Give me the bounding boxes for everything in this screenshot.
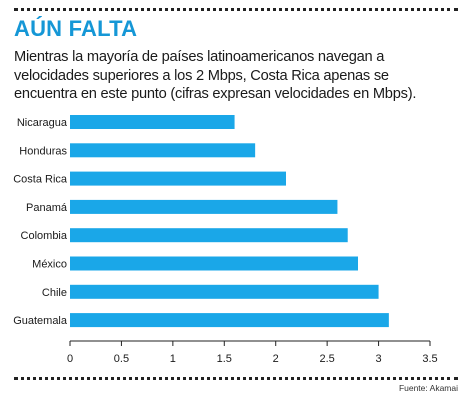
category-label-colombia: Colombia <box>21 230 68 242</box>
category-label-panama: Panamá <box>26 202 68 214</box>
bottom-dotted-divider <box>14 377 458 380</box>
x-tick-label: 2 <box>273 353 279 365</box>
x-tick-label: 1.5 <box>217 353 232 365</box>
x-tick-label: 1 <box>170 353 176 365</box>
chart-subtitle: Mientras la mayoría de países latinoamer… <box>14 48 417 102</box>
x-tick-label: 3 <box>376 353 382 365</box>
category-label-costa-rica: Costa Rica <box>13 174 68 186</box>
category-label-nicaragua: Nicaragua <box>17 117 68 129</box>
bar-colombia <box>70 228 348 243</box>
bar-costa-rica <box>70 171 286 186</box>
bar-mexico <box>70 256 358 271</box>
bar-chile <box>70 284 379 299</box>
category-label-mexico: México <box>32 259 67 271</box>
bar-nicaragua <box>70 115 235 129</box>
category-labels: Nicaragua Honduras Costa Rica Panamá Colombi… <box>13 117 68 327</box>
source-note: Fuente: Akamai <box>398 383 458 393</box>
x-tick-label: 2.5 <box>319 353 334 365</box>
bar-honduras <box>70 143 256 158</box>
category-label-guatemala: Guatemala <box>13 315 68 327</box>
category-label-chile: Chile <box>42 287 67 299</box>
bar-guatemala <box>70 313 389 328</box>
x-tick-label: 0.5 <box>114 353 129 365</box>
x-tick-label: 0 <box>67 353 73 365</box>
x-tick-label: 3.5 <box>422 353 437 365</box>
bars-group <box>70 115 389 328</box>
x-axis-ticks: 0 0.5 1 1.5 2 2.5 3 3.5 <box>67 341 438 365</box>
top-dotted-divider <box>14 8 458 11</box>
bar-panama <box>70 199 338 214</box>
category-label-honduras: Honduras <box>19 145 67 157</box>
chart-title: AÚN FALTA <box>14 16 138 41</box>
